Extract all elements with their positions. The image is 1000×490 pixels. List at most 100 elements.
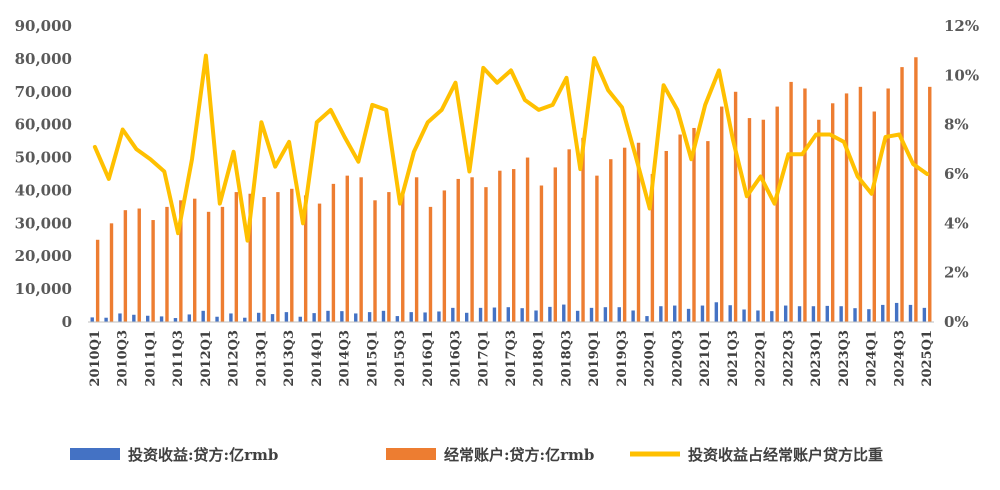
current-account-bar [248,193,252,322]
x-axis-tick-label: 2022Q1 [754,330,769,387]
x-axis-tick-label: 2019Q3 [615,330,630,387]
current-account-bar [636,142,641,322]
right-axis-tick-label: 2% [944,264,969,282]
current-account-bar [928,86,932,322]
current-account-bar [844,93,849,322]
x-axis-tick-label: 2012Q3 [227,330,242,387]
current-account-bar [830,103,835,323]
investment-income-bar [673,305,677,322]
current-account-bar [303,195,308,322]
investment-income-bar [464,312,469,322]
current-account-bar [595,175,599,322]
investment-income-bar [562,304,566,322]
x-axis-tick-label: 2022Q3 [781,330,796,387]
current-account-bar [179,200,183,322]
current-account-bar [109,223,114,322]
investment-income-bar [187,314,192,322]
current-account-bar [498,170,502,322]
current-account-bar [331,183,336,322]
current-account-bar [858,86,863,322]
ratio-line-series [92,53,930,243]
investment-income-bar [90,317,94,322]
x-axis-tick-label: 2014Q3 [338,330,353,387]
investment-income-bar [797,306,802,322]
investment-income-bar [839,306,843,322]
investment-income-bars [90,302,927,322]
left-axis-tick-label: 60,000 [15,116,72,134]
investment-income-bar [367,312,372,322]
investment-income-bar [617,307,621,322]
current-account-bar [193,198,197,322]
x-axis-tick-label: 2021Q1 [698,330,713,387]
x-axis-tick-label: 2025Q1 [920,330,935,387]
right-axis-tick-label: 12% [944,17,979,35]
current-account-bar [622,147,627,322]
current-account-bar [206,211,211,322]
current-account-bar [803,88,807,322]
x-axis-tick-label: 2017Q3 [504,330,519,387]
current-account-bar [220,206,225,322]
x-axis-tick-label: 2023Q1 [809,330,824,387]
current-account-bar [359,177,363,322]
right-axis-tick-label: 8% [944,116,969,134]
investment-income-bar [215,316,219,322]
current-account-bar [137,208,141,322]
current-account-bar [664,150,668,322]
investment-income-bar [603,307,608,322]
x-axis-tick-label: 2013Q1 [254,330,269,387]
left-axis-ticks: 0 10,000 20,000 30,000 40,000 50,000 60,000 70,… [15,17,72,331]
investment-income-bar [894,302,899,322]
x-axis-tick-label: 2023Q3 [837,330,852,387]
investment-income-bar [867,309,871,322]
investment-income-bar [395,316,400,322]
investment-income-bar [173,318,178,322]
investment-income-bar [312,313,316,322]
investment-income-bar [548,306,552,322]
investment-income-bar [159,316,164,322]
investment-income-bar [589,307,594,322]
left-axis-tick-label: 20,000 [15,247,72,265]
right-axis-tick-label: 10% [944,66,979,84]
current-account-bar [706,141,710,322]
left-axis-tick-label: 40,000 [15,181,72,199]
investment-income-bar [645,316,649,322]
investment-income-bar [118,313,122,322]
investment-income-bar [201,310,205,322]
x-axis-tick-label: 2014Q1 [310,330,325,387]
x-axis-tick-label: 2017Q1 [476,330,491,387]
x-axis-tick-label: 2020Q3 [670,330,685,387]
x-axis-tick-label: 2016Q1 [421,330,436,387]
investment-income-bar [284,312,289,322]
x-axis-ticks: 2010Q1 2010Q3 2011Q1 2011Q3 2012Q1 2012Q3 2013… [88,330,935,387]
investment-income-bar [783,305,788,322]
x-axis-tick-label: 2019Q1 [587,330,602,387]
ratio-line [92,53,930,243]
x-axis-tick-label: 2020Q1 [643,330,658,387]
current-account-bar [484,187,488,322]
current-account-bar [775,106,779,322]
current-account-bar [317,203,322,322]
legend-swatch [70,448,120,460]
current-account-bar [553,167,558,322]
left-axis-tick-label: 0 [62,313,72,331]
investment-income-bar [742,309,746,322]
investment-income-bar [492,307,497,322]
current-account-bar [678,134,682,322]
investment-income-bar [534,310,538,322]
current-account-bar [387,192,391,322]
investment-income-bar [381,310,386,322]
current-account-bar [151,220,155,322]
current-account-bar [401,193,405,322]
current-account-bar [373,200,377,322]
investment-income-bar [881,304,885,322]
left-axis-tick-label: 80,000 [15,50,72,68]
investment-income-bar [506,307,510,322]
left-axis-tick-label: 10,000 [15,280,72,298]
left-axis-tick-label: 70,000 [15,83,72,101]
right-axis-tick-label: 4% [944,214,969,232]
investment-income-bar [423,312,427,322]
current-account-bar [276,192,280,322]
current-account-bar [345,175,349,322]
current-account-bar [914,57,918,322]
